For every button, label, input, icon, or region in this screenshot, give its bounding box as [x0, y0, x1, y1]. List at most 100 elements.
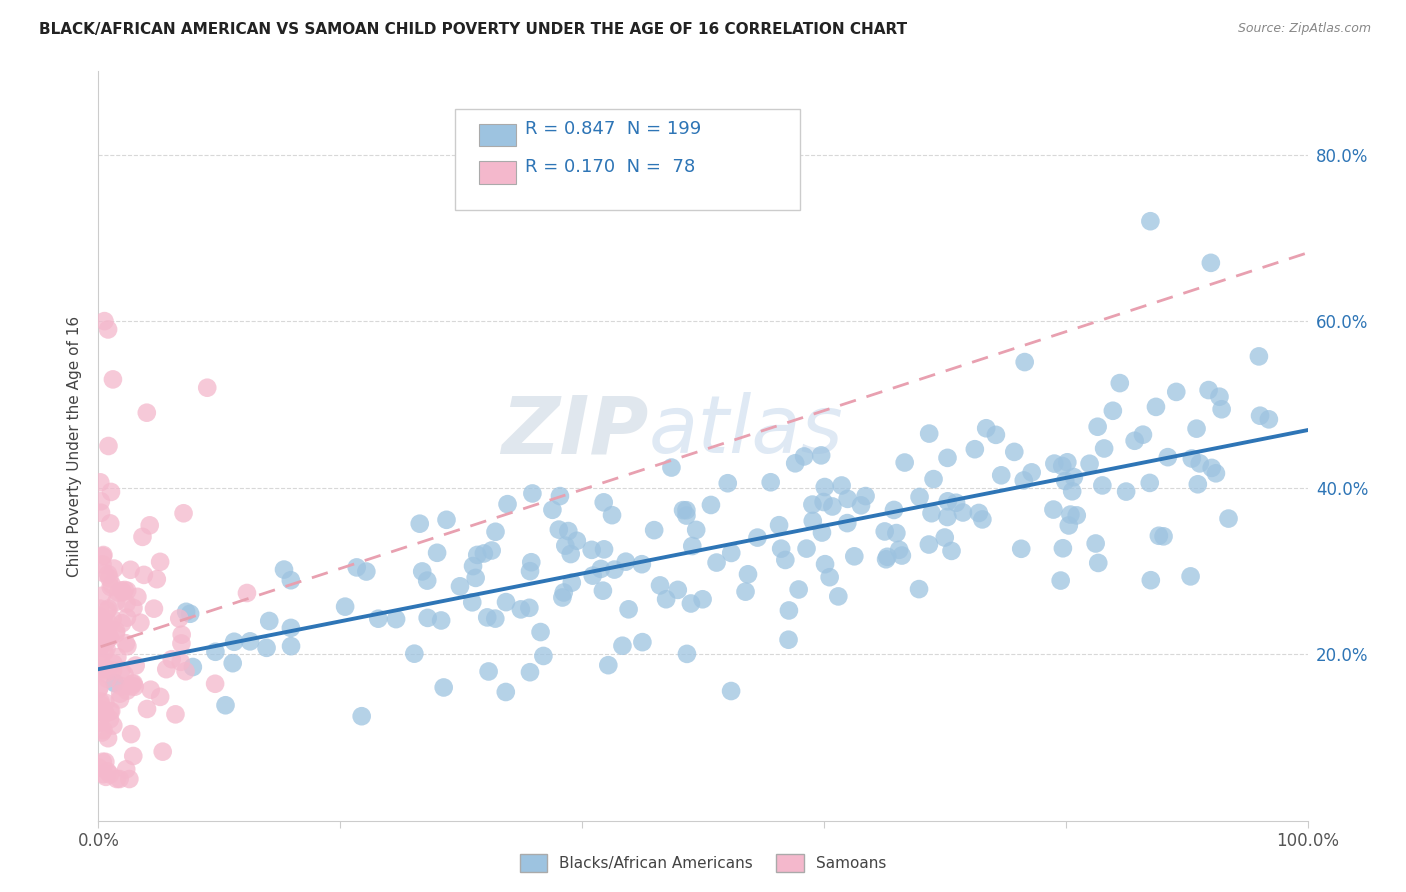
Point [98, 631, 121, 645]
Point [97, 601, 120, 615]
Point [89, 620, 111, 634]
Point [100, 704, 122, 718]
Point [280, 621, 302, 635]
Point [179, 607, 201, 621]
Point [1153, 529, 1175, 543]
Point [356, 565, 378, 579]
Point [1091, 478, 1114, 492]
Point [648, 578, 671, 592]
Bar [479, 161, 516, 184]
Point [93, 723, 115, 738]
Point [700, 498, 723, 512]
Point [785, 456, 807, 470]
Point [91, 767, 114, 781]
Point [547, 523, 569, 537]
Point [1049, 574, 1071, 588]
Point [876, 549, 898, 564]
Point [115, 610, 138, 624]
Point [768, 518, 790, 533]
Point [1115, 484, 1137, 499]
Point [775, 553, 797, 567]
Point [98, 704, 121, 718]
Point [138, 518, 160, 533]
Point [952, 506, 974, 520]
Point [967, 506, 990, 520]
Point [93, 548, 115, 562]
Point [89, 475, 111, 490]
Point [89, 715, 111, 730]
Point [818, 570, 841, 584]
Point [111, 616, 134, 631]
Point [101, 372, 124, 386]
Point [346, 560, 368, 574]
Point [1157, 450, 1180, 465]
Point [889, 542, 911, 557]
Point [1014, 355, 1036, 369]
Point [98, 571, 121, 585]
Point [89, 695, 111, 709]
Point [1198, 383, 1220, 397]
Point [385, 612, 408, 626]
Text: R = 0.170  N =  78: R = 0.170 N = 78 [526, 158, 696, 176]
Point [1185, 422, 1208, 436]
Point [890, 549, 912, 563]
Point [1056, 455, 1078, 469]
Point [553, 585, 575, 599]
Point [495, 595, 517, 609]
Point [105, 650, 128, 665]
Point [936, 510, 959, 524]
Point [461, 559, 484, 574]
Point [236, 586, 259, 600]
Point [675, 503, 697, 517]
Point [96, 641, 118, 656]
Point [91, 725, 114, 739]
Point [214, 698, 236, 713]
Point [110, 663, 132, 677]
Point [122, 676, 145, 690]
Point [1063, 470, 1085, 484]
Point [91, 558, 114, 572]
Point [120, 727, 142, 741]
Point [174, 605, 197, 619]
Point [97, 322, 120, 336]
Point [89, 654, 111, 668]
Point [974, 421, 997, 435]
Point [582, 568, 605, 582]
Point [87, 662, 110, 676]
Point [814, 557, 837, 571]
Point [93, 646, 115, 660]
Point [94, 770, 117, 784]
Point [778, 632, 800, 647]
Point [239, 634, 262, 648]
Point [98, 616, 121, 631]
Point [90, 651, 112, 665]
Point [827, 590, 849, 604]
Point [1211, 402, 1233, 417]
Point [1187, 477, 1209, 491]
Point [936, 450, 959, 465]
Point [115, 583, 138, 598]
Point [796, 541, 818, 556]
Point [747, 531, 769, 545]
Point [972, 512, 994, 526]
Point [436, 513, 458, 527]
Point [831, 478, 853, 492]
Point [404, 647, 426, 661]
Point [280, 639, 302, 653]
Point [603, 563, 626, 577]
Point [416, 574, 439, 588]
Point [984, 427, 1007, 442]
Point [94, 622, 117, 636]
Point [411, 565, 433, 579]
Point [581, 542, 603, 557]
Point [472, 546, 495, 560]
Point [793, 450, 815, 464]
Point [170, 636, 193, 650]
Point [93, 314, 115, 328]
Point [91, 549, 114, 564]
Point [204, 645, 226, 659]
Point [801, 498, 824, 512]
Point [531, 648, 554, 663]
Point [136, 702, 159, 716]
Point [174, 665, 197, 679]
